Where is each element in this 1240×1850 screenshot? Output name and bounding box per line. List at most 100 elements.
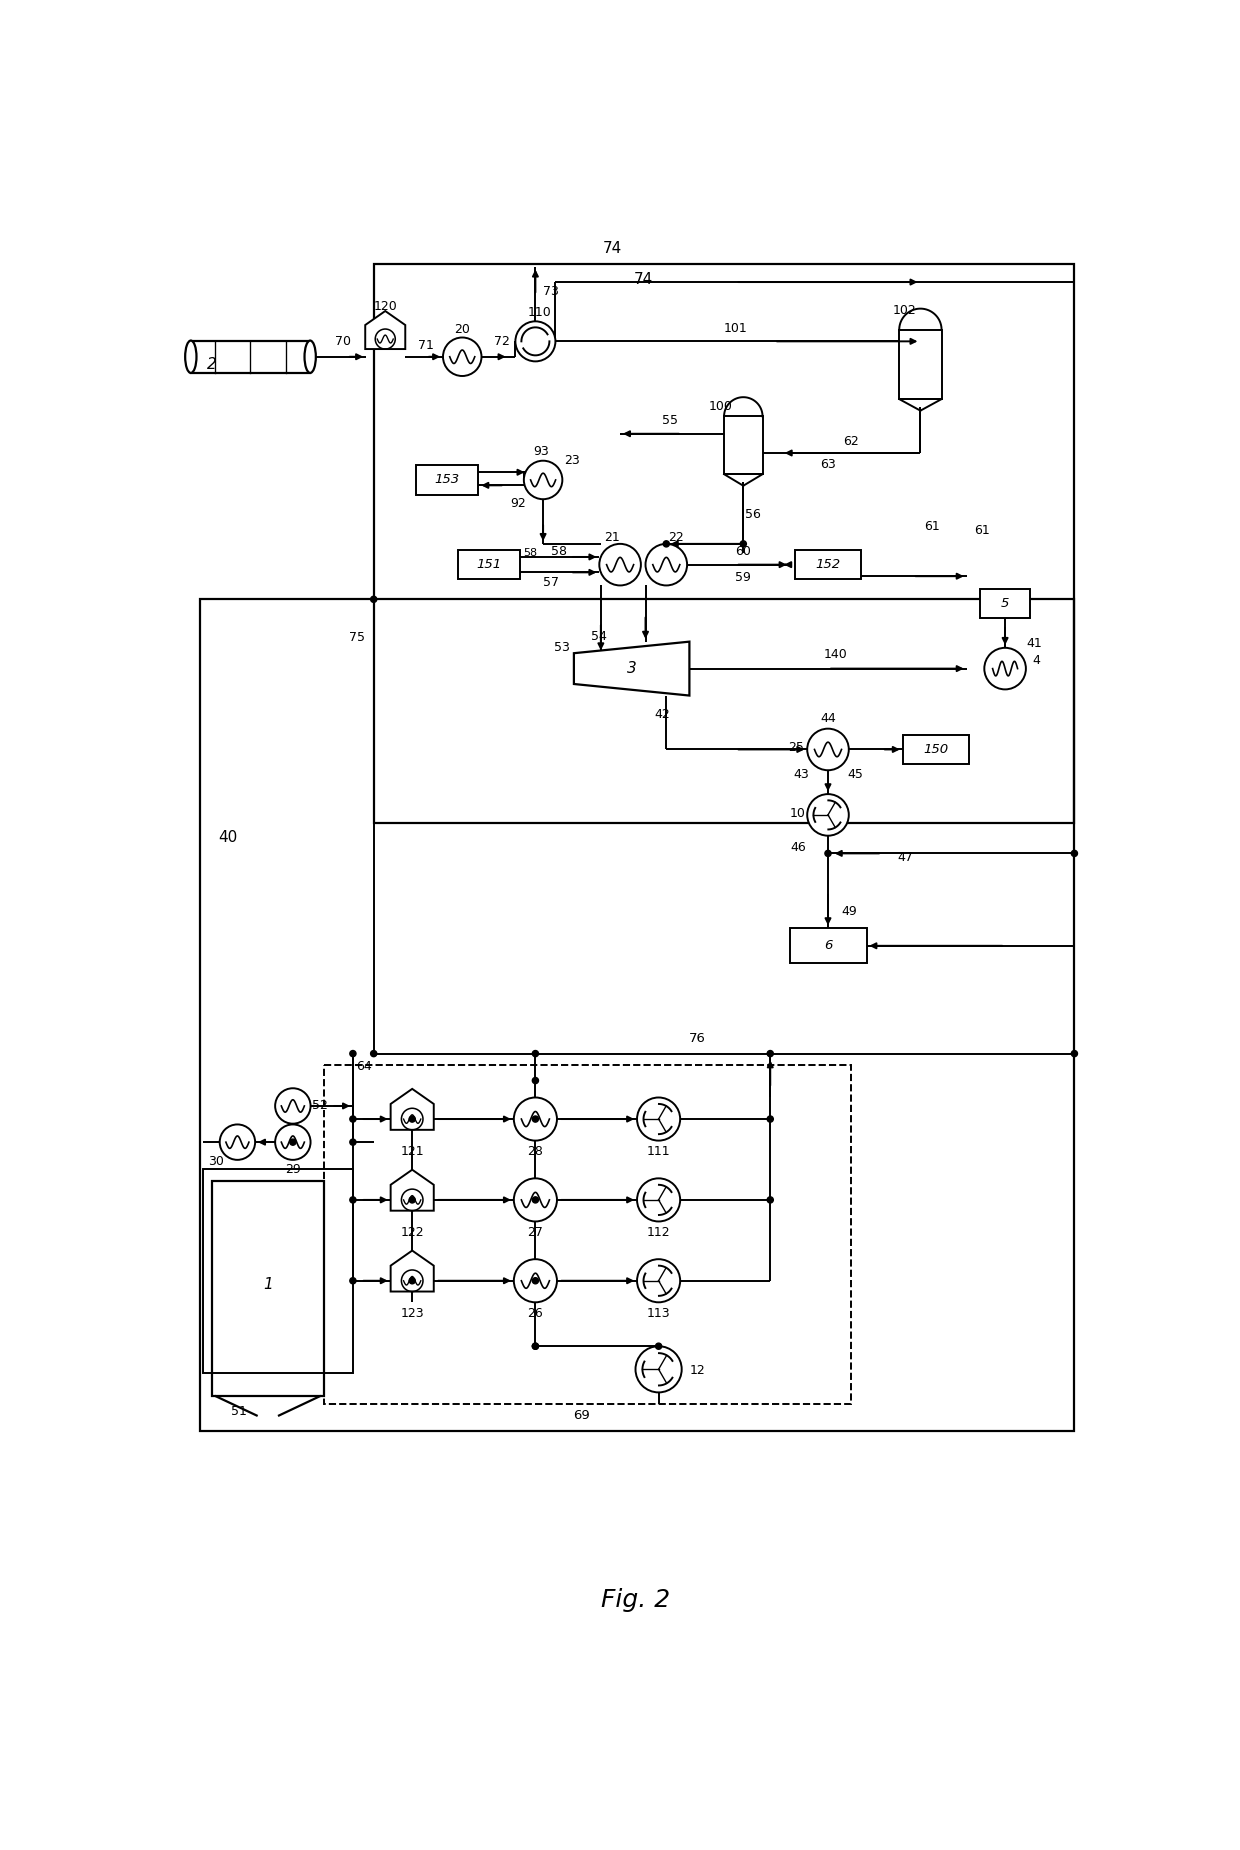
Text: 61: 61 (924, 520, 940, 533)
Text: 22: 22 (667, 531, 683, 544)
Text: 74: 74 (603, 242, 622, 257)
Text: 60: 60 (735, 546, 751, 559)
Text: 64: 64 (357, 1060, 372, 1073)
Bar (459, 549, 520, 579)
Polygon shape (574, 642, 689, 696)
Bar (790, 929, 867, 964)
Bar (795, 549, 861, 579)
Text: 44: 44 (820, 712, 836, 725)
Circle shape (350, 1116, 356, 1123)
Polygon shape (391, 1090, 434, 1130)
Bar (191, 340, 310, 374)
Text: 56: 56 (745, 509, 761, 522)
Text: 23: 23 (564, 455, 579, 468)
Text: 111: 111 (647, 1145, 671, 1158)
Circle shape (523, 461, 563, 500)
Text: 112: 112 (647, 1227, 671, 1240)
Circle shape (985, 648, 1025, 690)
Text: 57: 57 (543, 575, 559, 588)
Text: 58: 58 (551, 546, 567, 559)
Text: 42: 42 (655, 709, 671, 722)
Circle shape (532, 1343, 538, 1349)
Text: 10: 10 (790, 807, 805, 820)
Circle shape (350, 1278, 356, 1284)
Text: 54: 54 (590, 629, 606, 642)
Text: 92: 92 (510, 496, 526, 509)
Circle shape (637, 1097, 681, 1141)
Circle shape (807, 794, 849, 836)
Text: 55: 55 (662, 414, 678, 427)
Circle shape (768, 1051, 774, 1056)
Text: 63: 63 (820, 459, 836, 472)
Circle shape (532, 1343, 538, 1349)
Bar (724, 416, 763, 474)
Circle shape (825, 851, 831, 857)
Text: 71: 71 (418, 339, 434, 352)
Text: 51: 51 (231, 1406, 247, 1419)
Ellipse shape (305, 340, 316, 374)
Text: 113: 113 (647, 1306, 671, 1319)
Text: 1: 1 (263, 1276, 273, 1291)
Text: 75: 75 (348, 631, 365, 644)
Circle shape (532, 1116, 538, 1123)
Text: 100: 100 (708, 400, 732, 413)
Text: 25: 25 (787, 740, 804, 753)
Text: 72: 72 (495, 335, 510, 348)
Circle shape (371, 596, 377, 603)
Text: Fig. 2: Fig. 2 (601, 1589, 670, 1613)
Text: 153: 153 (434, 474, 459, 487)
Text: 30: 30 (208, 1154, 223, 1167)
Bar (324, 1066, 851, 1404)
Text: 5: 5 (1001, 598, 1009, 611)
Bar (212, 1180, 324, 1397)
Circle shape (740, 540, 746, 548)
Circle shape (532, 1197, 538, 1202)
Bar (201, 599, 1074, 1430)
Circle shape (635, 1347, 682, 1393)
Circle shape (350, 1051, 356, 1056)
Circle shape (513, 1260, 557, 1302)
Polygon shape (391, 1169, 434, 1210)
Bar (903, 734, 968, 764)
Text: 151: 151 (476, 559, 502, 572)
Text: 27: 27 (527, 1227, 543, 1240)
Circle shape (275, 1125, 310, 1160)
Bar (373, 265, 1074, 823)
Text: 76: 76 (688, 1032, 706, 1045)
Circle shape (532, 1051, 538, 1056)
Circle shape (768, 1116, 774, 1123)
Circle shape (807, 729, 849, 770)
Text: 110: 110 (527, 307, 551, 320)
Text: 150: 150 (924, 744, 949, 757)
Text: 45: 45 (847, 768, 863, 781)
Text: 2: 2 (207, 357, 217, 372)
Text: 70: 70 (335, 335, 351, 348)
Text: 49: 49 (842, 905, 857, 918)
Circle shape (1071, 1051, 1078, 1056)
Text: 152: 152 (816, 559, 841, 572)
Text: 73: 73 (543, 285, 559, 298)
Circle shape (646, 544, 687, 585)
Text: 61: 61 (975, 524, 990, 536)
Ellipse shape (185, 340, 196, 374)
Text: 41: 41 (1027, 638, 1043, 651)
Text: 123: 123 (401, 1306, 424, 1319)
Circle shape (513, 1178, 557, 1221)
Circle shape (350, 1140, 356, 1145)
Text: 12: 12 (689, 1363, 706, 1378)
Text: 53: 53 (554, 640, 570, 653)
Circle shape (532, 1278, 538, 1284)
Text: 3: 3 (626, 660, 636, 675)
Circle shape (371, 1051, 377, 1056)
Text: 121: 121 (401, 1145, 424, 1158)
Circle shape (768, 1197, 774, 1202)
Text: 102: 102 (893, 303, 916, 316)
Text: 62: 62 (843, 435, 859, 448)
Text: 52: 52 (312, 1099, 327, 1112)
Circle shape (513, 1097, 557, 1141)
Circle shape (275, 1088, 310, 1123)
Text: 4: 4 (1032, 655, 1040, 668)
Circle shape (409, 1278, 415, 1284)
Text: 46: 46 (791, 840, 806, 853)
Circle shape (443, 337, 481, 376)
